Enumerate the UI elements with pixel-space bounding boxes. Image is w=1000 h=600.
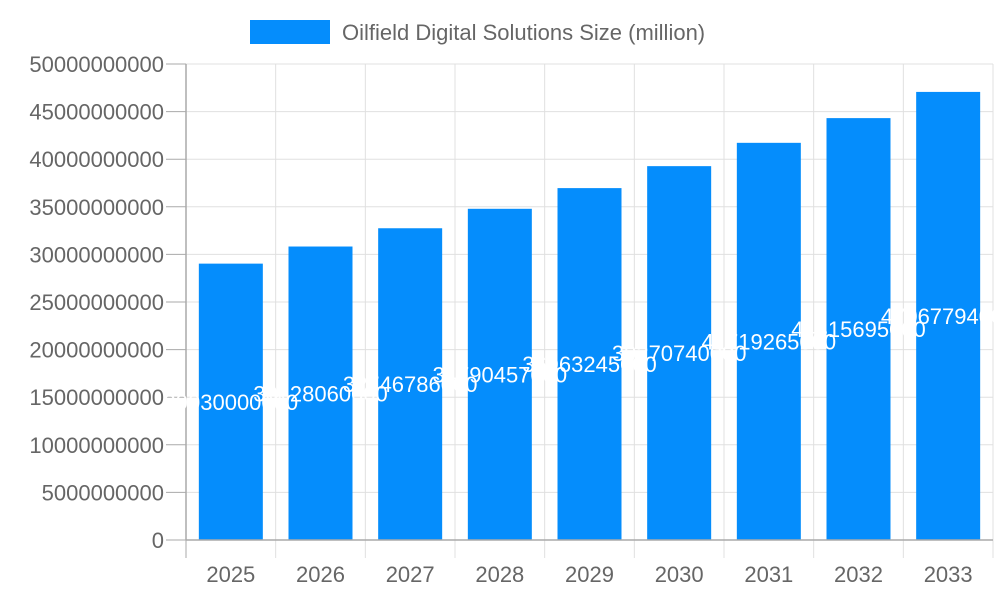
legend[interactable]: Oilfield Digital Solutions Size (million… bbox=[250, 20, 705, 45]
data-label: 47067794000 bbox=[881, 304, 1000, 329]
bar-2028 bbox=[467, 208, 532, 540]
bar-2033 bbox=[916, 91, 981, 540]
y-tick-label: 25000000000 bbox=[29, 290, 164, 315]
x-tick-label: 2026 bbox=[296, 562, 345, 587]
data-label: 30828060000 bbox=[253, 381, 388, 406]
bar-2031 bbox=[736, 142, 801, 541]
legend-label: Oilfield Digital Solutions Size (million… bbox=[342, 20, 705, 45]
x-tick-label: 2031 bbox=[744, 562, 793, 587]
x-tick-label: 2027 bbox=[386, 562, 435, 587]
y-tick-label: 10000000000 bbox=[29, 433, 164, 458]
bars bbox=[198, 91, 981, 541]
bar-2027 bbox=[378, 228, 443, 540]
bar-2029 bbox=[557, 188, 622, 540]
y-tick-label: 0 bbox=[152, 528, 164, 553]
axes: 0 5000000000 10000000000 15000000000 2000000… bbox=[29, 52, 994, 587]
legend-swatch bbox=[250, 20, 330, 44]
x-tick-label: 2032 bbox=[834, 562, 883, 587]
x-tick-label: 2028 bbox=[475, 562, 524, 587]
data-label: 34790457000 bbox=[433, 362, 568, 387]
y-tick-label: 50000000000 bbox=[29, 52, 164, 77]
y-tick-label: 20000000000 bbox=[29, 338, 164, 363]
data-label: 44315695000 bbox=[791, 317, 926, 342]
bar-2026 bbox=[288, 246, 353, 540]
x-tick-label: 2033 bbox=[924, 562, 973, 587]
y-tick-label: 40000000000 bbox=[29, 147, 164, 172]
data-label: 32746786000 bbox=[343, 372, 478, 397]
data-label: 39270740000 bbox=[612, 341, 747, 366]
data-labels: 2903000000030828060000327467860003479045… bbox=[164, 304, 1000, 415]
y-tick-label: 5000000000 bbox=[42, 480, 164, 505]
data-label: 29030000000 bbox=[164, 390, 299, 415]
bar-2025 bbox=[198, 263, 263, 540]
y-tick-label: 45000000000 bbox=[29, 100, 164, 125]
y-tick-label: 35000000000 bbox=[29, 195, 164, 220]
bar-2032 bbox=[826, 118, 891, 540]
y-tick-label: 15000000000 bbox=[29, 385, 164, 410]
x-tick-label: 2029 bbox=[565, 562, 614, 587]
bar-2030 bbox=[647, 166, 712, 540]
x-tick-label: 2025 bbox=[206, 562, 255, 587]
y-tick-label: 30000000000 bbox=[29, 242, 164, 267]
data-label: 41719265000 bbox=[702, 329, 837, 354]
data-label: 36963245000 bbox=[522, 352, 657, 377]
x-tick-label: 2030 bbox=[655, 562, 704, 587]
